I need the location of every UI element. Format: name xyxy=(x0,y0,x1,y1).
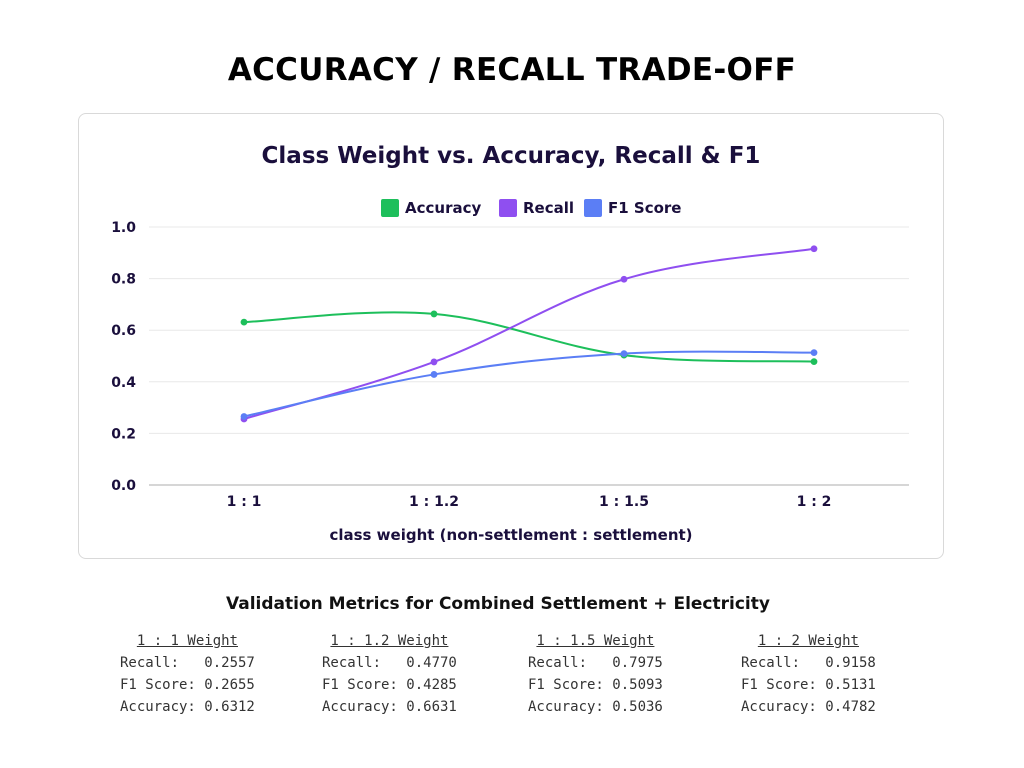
metric-recall: Recall: 0.9158 xyxy=(741,655,876,671)
legend-swatch-f1-score xyxy=(584,199,602,217)
metric-block-title: 1 : 1.2 Weight xyxy=(330,633,449,649)
x-tick-label: 1 : 2 xyxy=(797,494,832,510)
data-point-accuracy xyxy=(810,358,818,366)
metric-recall: Recall: 0.2557 xyxy=(120,655,255,671)
metric-block-title: 1 : 1.5 Weight xyxy=(536,633,655,649)
metric-f1: F1 Score: 0.4285 xyxy=(322,677,457,693)
chart-card: Class Weight vs. Accuracy, Recall & F1 Ac… xyxy=(78,113,944,559)
data-point-recall xyxy=(430,358,438,366)
metric-f1: F1 Score: 0.5131 xyxy=(741,677,876,693)
y-tick-label: 0.4 xyxy=(111,375,136,391)
metric-block-title: 1 : 2 Weight xyxy=(757,633,859,649)
chart-title: Class Weight vs. Accuracy, Recall & F1 xyxy=(262,143,761,169)
metric-block-1-1-5: 1 : 1.5 Weight Recall: 0.7975 F1 Score: … xyxy=(528,630,663,718)
x-tick-label: 1 : 1 xyxy=(227,494,262,510)
metric-accuracy: Accuracy: 0.5036 xyxy=(528,699,663,715)
data-point-accuracy xyxy=(240,318,248,326)
metric-accuracy: Accuracy: 0.6312 xyxy=(120,699,255,715)
y-tick-label: 0.6 xyxy=(111,323,136,339)
metric-accuracy: Accuracy: 0.4782 xyxy=(741,699,876,715)
legend-label: Recall xyxy=(523,199,574,217)
x-tick-label: 1 : 1.5 xyxy=(599,494,649,510)
data-point-recall xyxy=(810,245,818,253)
data-point-f1-score xyxy=(620,350,628,358)
series-line-f1-score xyxy=(243,350,815,418)
y-tick-label: 0.8 xyxy=(111,272,136,288)
legend-swatch-recall xyxy=(499,199,517,217)
data-point-f1-score xyxy=(240,413,248,420)
legend-label: F1 Score xyxy=(608,199,681,217)
x-axis-label: class weight (non-settlement : settlemen… xyxy=(329,526,692,544)
metric-recall: Recall: 0.7975 xyxy=(528,655,663,671)
metric-recall: Recall: 0.4770 xyxy=(322,655,457,671)
data-point-accuracy xyxy=(430,310,438,318)
metric-f1: F1 Score: 0.5093 xyxy=(528,677,663,693)
legend-swatch-accuracy xyxy=(381,199,399,217)
data-point-f1-score xyxy=(430,371,438,378)
metric-block-1-1-2: 1 : 1.2 Weight Recall: 0.4770 F1 Score: … xyxy=(322,630,457,718)
series-line-accuracy xyxy=(243,311,815,363)
y-tick-label: 0.2 xyxy=(111,426,136,442)
data-point-recall xyxy=(620,275,628,283)
metric-block-1-1: 1 : 1 Weight Recall: 0.2557 F1 Score: 0.… xyxy=(120,630,255,718)
y-tick-label: 0.0 xyxy=(111,478,136,494)
x-tick-label: 1 : 1.2 xyxy=(409,494,459,510)
data-point-f1-score xyxy=(810,349,818,357)
line-chart: Class Weight vs. Accuracy, Recall & F1 Ac… xyxy=(111,143,909,544)
legend-label: Accuracy xyxy=(405,199,481,217)
metric-f1: F1 Score: 0.2655 xyxy=(120,677,255,693)
y-tick-label: 1.0 xyxy=(111,220,136,236)
metric-block-1-2: 1 : 2 Weight Recall: 0.9158 F1 Score: 0.… xyxy=(741,630,876,718)
metric-accuracy: Accuracy: 0.6631 xyxy=(322,699,457,715)
page-title: ACCURACY / RECALL TRADE-OFF xyxy=(227,52,797,88)
metrics-heading: Validation Metrics for Combined Settleme… xyxy=(226,594,770,614)
metric-block-title: 1 : 1 Weight xyxy=(136,633,238,649)
